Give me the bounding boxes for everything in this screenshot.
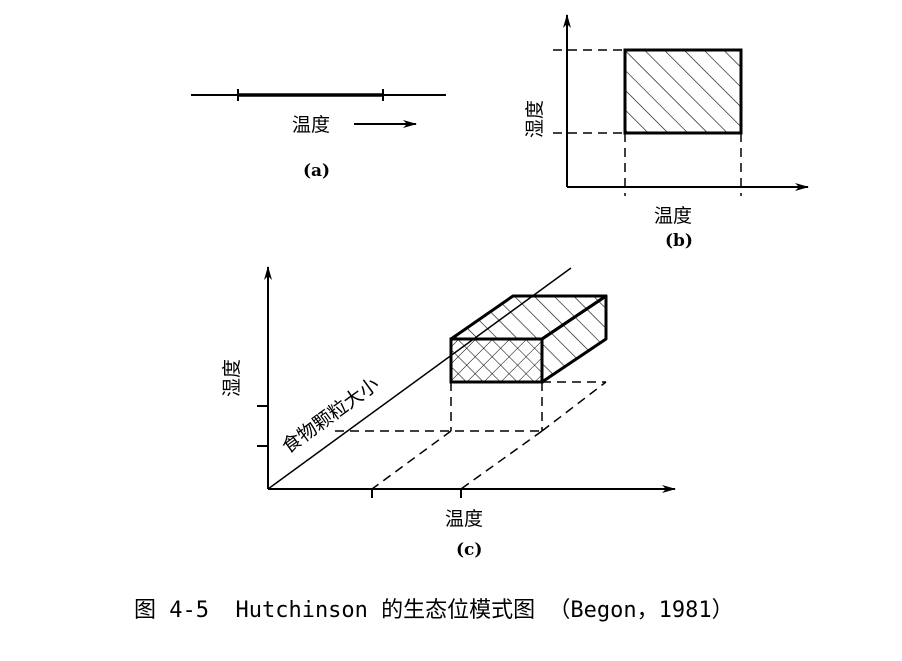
niche-cuboid	[449, 294, 608, 384]
panel-a-axis-label: 温度	[292, 114, 330, 136]
panel-b: 温度 湿度 (b)	[524, 14, 809, 251]
panel-c-y-label: 湿度	[221, 359, 243, 397]
panel-c-label: (c)	[456, 540, 482, 560]
panel-b-y-label: 湿度	[524, 100, 546, 138]
panel-a-label: (a)	[303, 161, 330, 181]
panel-a: 温度 (a)	[191, 89, 446, 181]
panel-c-x-label: 温度	[445, 508, 483, 530]
cuboid-front-face	[449, 337, 544, 384]
projection-lines	[335, 381, 607, 490]
panel-b-label: (b)	[665, 231, 693, 251]
figure-caption: 图 4-5 Hutchinson 的生态位模式图 （Begon，1981）	[134, 598, 734, 623]
panel-c: 食物颗粒大小 湿度 温度 (c)	[221, 266, 676, 560]
niche-rectangle	[623, 48, 743, 135]
panel-b-x-label: 温度	[654, 205, 692, 227]
